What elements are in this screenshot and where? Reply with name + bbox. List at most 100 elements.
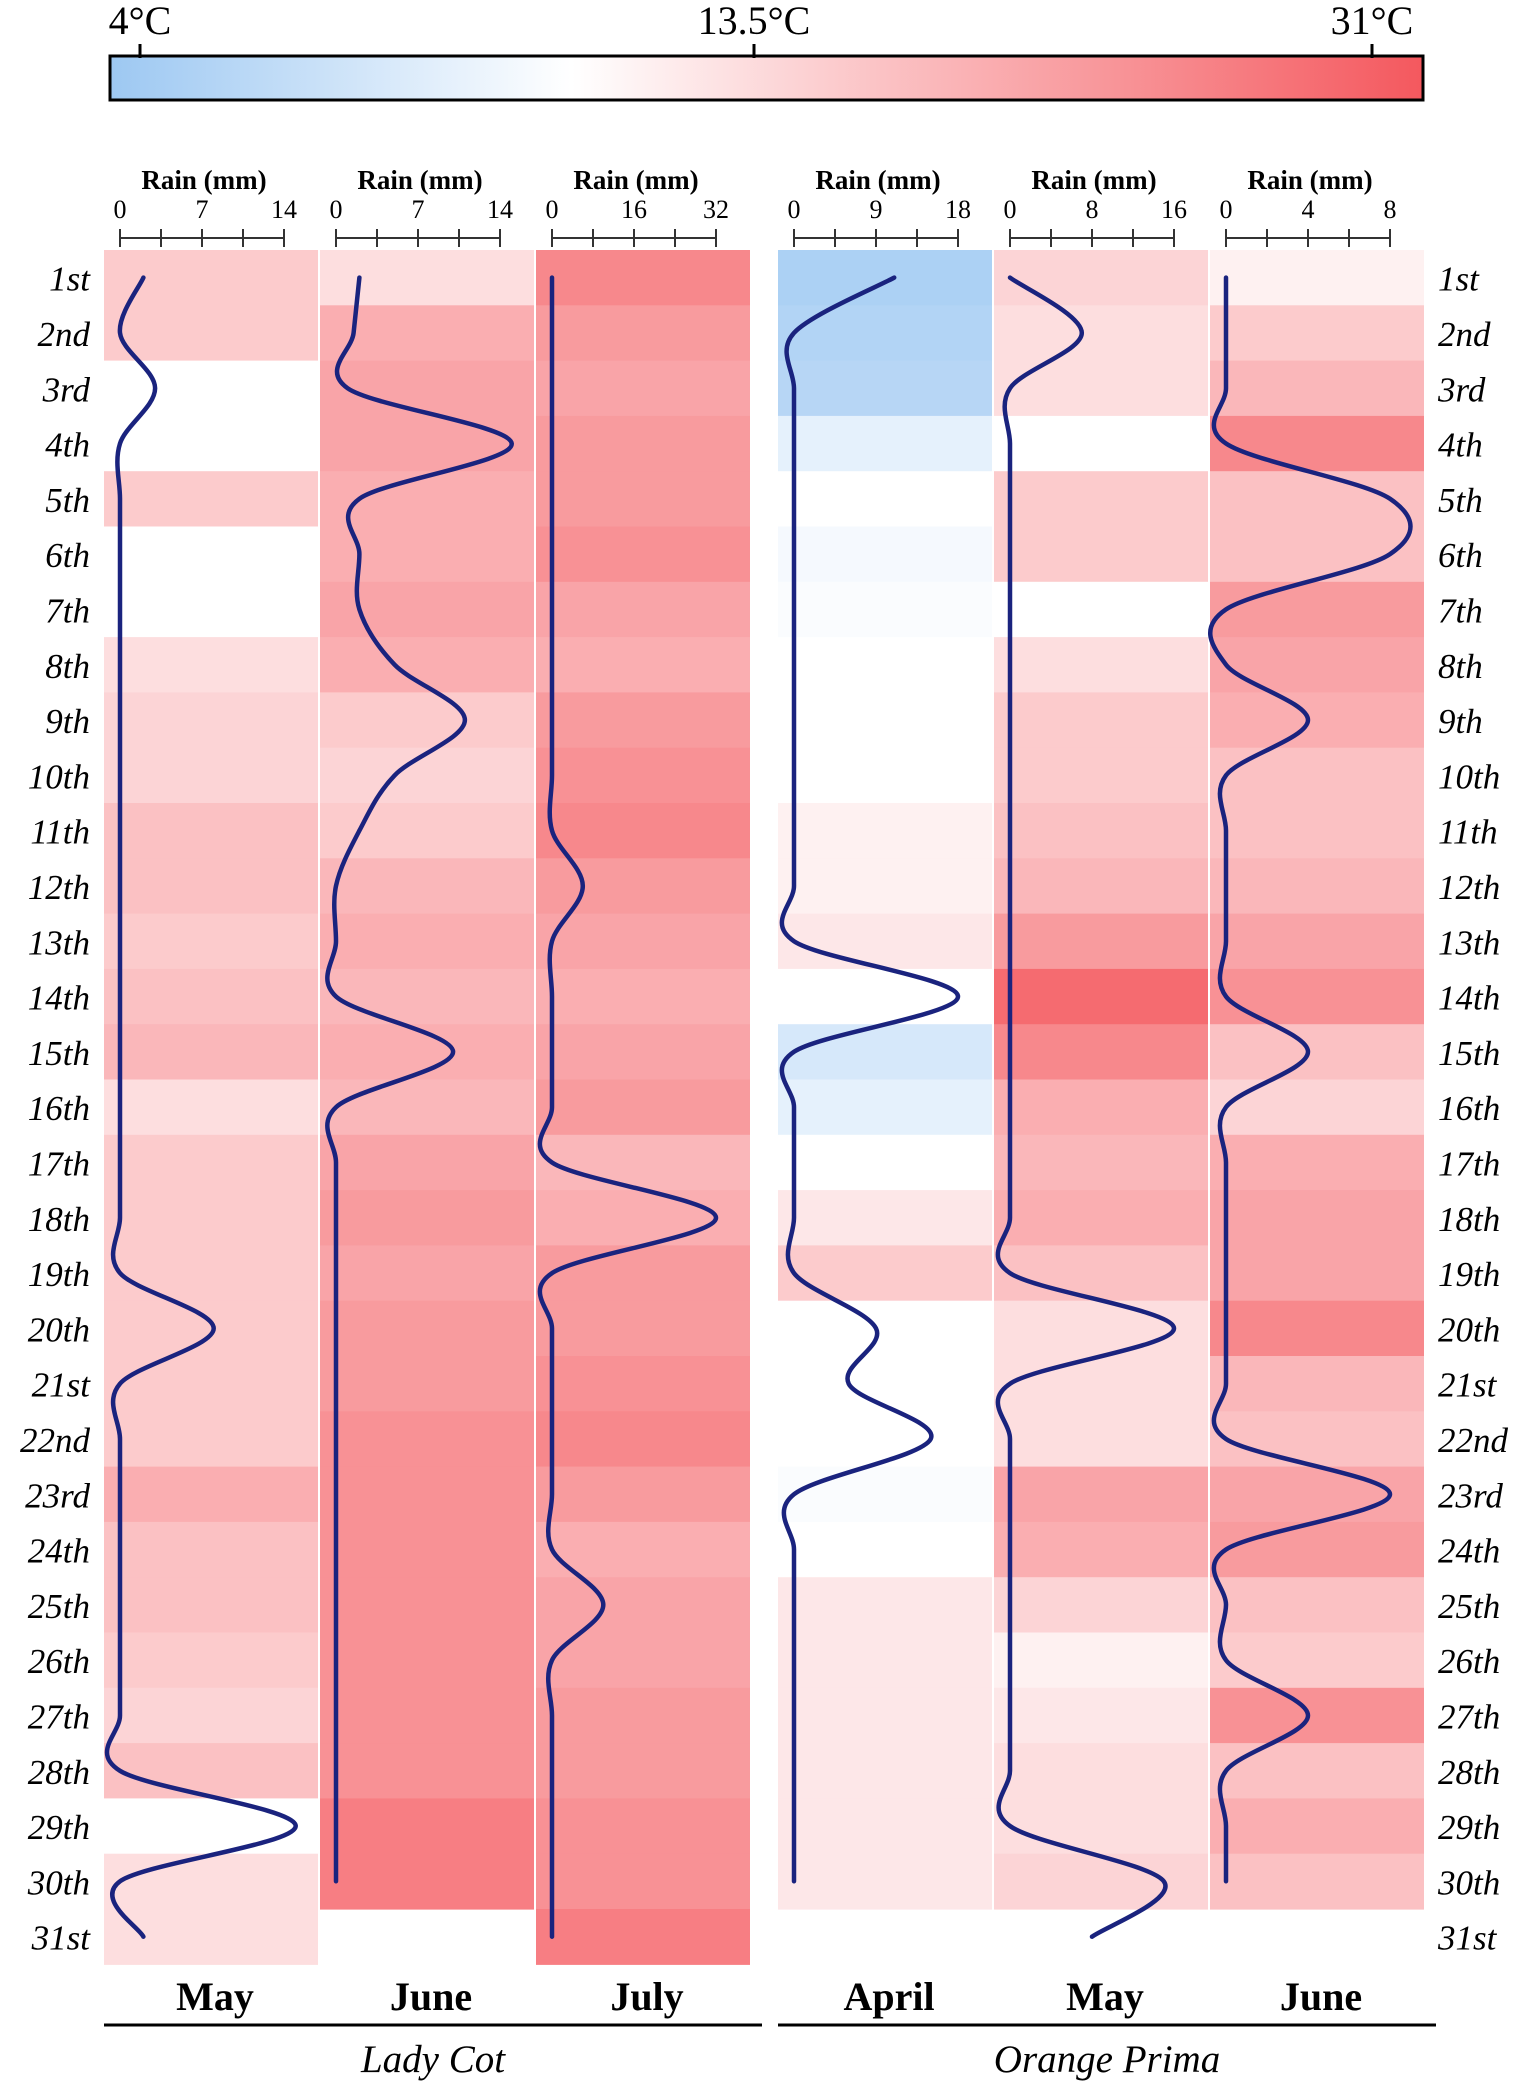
heat-cell	[994, 1687, 1208, 1744]
heat-cell	[104, 1853, 318, 1910]
heat-cell	[536, 471, 750, 528]
rain-axis-title: Rain (mm)	[141, 165, 266, 195]
rain-tick-label: 8	[1384, 195, 1397, 224]
heat-cell	[104, 1245, 318, 1302]
day-label-left: 23rd	[25, 1476, 90, 1515]
heat-cell	[994, 1356, 1208, 1412]
month-label: June	[390, 1974, 472, 2019]
rain-tick-label: 8	[1086, 195, 1099, 224]
heat-cell	[994, 1743, 1208, 1799]
day-label-right: 27th	[1438, 1697, 1500, 1736]
colorbar-tick-label: 4°C	[109, 0, 172, 43]
day-label-right: 18th	[1438, 1200, 1500, 1239]
rain-tick-label: 7	[412, 195, 425, 224]
day-label-right: 24th	[1438, 1532, 1500, 1571]
heat-cell	[778, 747, 992, 804]
rain-tick-label: 0	[1220, 195, 1233, 224]
heat-cell	[994, 1245, 1208, 1302]
heat-cell	[778, 692, 992, 749]
month-label: April	[843, 1974, 934, 2019]
heat-cell	[104, 526, 318, 583]
day-label-right: 13th	[1438, 923, 1500, 962]
heat-cell	[104, 1632, 318, 1689]
day-label-left: 15th	[28, 1034, 90, 1073]
heat-cell	[104, 1466, 318, 1523]
heat-cell	[994, 637, 1208, 693]
day-label-left: 11th	[30, 813, 90, 852]
day-label-left: 30th	[27, 1863, 90, 1902]
heat-cell	[104, 747, 318, 804]
heat-cell	[778, 1743, 992, 1799]
day-label-right: 20th	[1438, 1310, 1500, 1349]
heat-cell	[320, 415, 534, 472]
heat-cell	[994, 305, 1208, 362]
heat-cell	[778, 1853, 992, 1910]
heat-cell	[536, 250, 750, 306]
heat-cell	[536, 637, 750, 693]
rain-tick-label: 32	[703, 195, 729, 224]
heat-cell	[104, 250, 318, 306]
day-label-right: 23rd	[1438, 1476, 1503, 1515]
heat-cell	[778, 1687, 992, 1744]
heat-cell	[536, 1909, 750, 1965]
heat-cell	[1210, 415, 1424, 472]
heat-cell	[320, 581, 534, 638]
heat-cell	[994, 1411, 1208, 1468]
day-label-right: 3rd	[1437, 370, 1486, 409]
heat-cell	[1210, 1079, 1424, 1136]
rain-line	[325, 275, 514, 1884]
heat-cell	[778, 1024, 992, 1081]
rain-tick-label: 14	[487, 195, 513, 224]
colorbar-gradient	[108, 54, 1425, 102]
month-label: July	[610, 1974, 683, 2019]
heat-cell	[104, 858, 318, 915]
day-label-right: 6th	[1438, 536, 1483, 575]
heat-cell	[536, 1466, 750, 1523]
heat-cell	[536, 803, 750, 859]
heat-cell	[104, 637, 318, 693]
heat-cell	[320, 1521, 534, 1578]
day-label-left: 24th	[28, 1532, 90, 1571]
day-label-right: 11th	[1438, 813, 1498, 852]
heat-cell	[536, 1300, 750, 1357]
rain-tick-label: 9	[870, 195, 883, 224]
heat-cell	[1210, 692, 1424, 749]
heat-cell	[320, 1466, 534, 1523]
rain-line	[537, 275, 719, 1939]
day-label-left: 26th	[28, 1642, 90, 1681]
heat-cell	[320, 471, 534, 528]
heat-cell	[104, 1798, 318, 1855]
heat-cell	[320, 1632, 534, 1689]
heat-cell	[104, 803, 318, 859]
colorbar-tick-label: 13.5°C	[698, 0, 811, 43]
heat-cell	[1210, 968, 1424, 1025]
heat-cell	[320, 858, 534, 915]
heat-cell	[994, 1024, 1208, 1081]
heat-cell	[536, 1798, 750, 1855]
day-label-left: 5th	[45, 481, 90, 520]
heat-cell	[778, 1577, 992, 1634]
rain-axis-title: Rain (mm)	[1247, 165, 1372, 195]
heat-cell	[1210, 1632, 1424, 1689]
heat-cell	[778, 1466, 992, 1523]
day-label-left: 2nd	[38, 315, 91, 354]
heat-cell	[104, 1411, 318, 1468]
heat-cell	[536, 581, 750, 638]
day-label-right: 14th	[1438, 979, 1500, 1018]
day-label-right: 15th	[1438, 1034, 1500, 1073]
heat-cell	[104, 913, 318, 970]
rain-line	[104, 275, 298, 1939]
rain-axis-title: Rain (mm)	[815, 165, 940, 195]
heat-cell	[778, 1134, 992, 1191]
heat-cell	[104, 1190, 318, 1246]
heat-cell	[536, 360, 750, 417]
heat-cell	[536, 1743, 750, 1799]
heat-cell	[536, 1853, 750, 1910]
heat-cell	[994, 1134, 1208, 1191]
rain-axis-title: Rain (mm)	[573, 165, 698, 195]
heat-cell	[778, 858, 992, 915]
